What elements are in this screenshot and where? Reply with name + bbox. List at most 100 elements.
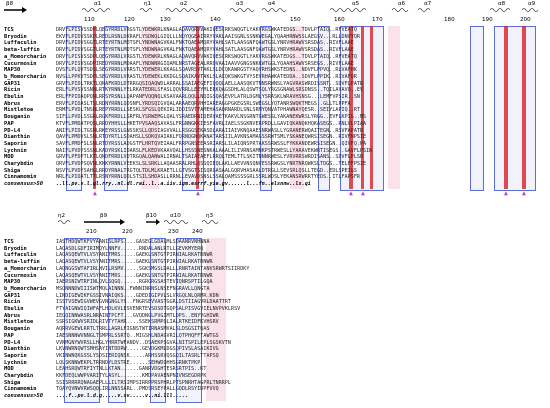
sequence-residues: VKINWNQKGSSLYSDSIERIQNSK.....ARHSSRVQSGQ…: [56, 352, 219, 359]
sequence-row: Lychnin NAIFLPVDYSSSNLKADYRSKLIDARSLFLKED…: [0, 148, 550, 155]
sequence-residues: IAESNNNWVNNGLTSMPRLSSRTQ..MIGSHLNDAGVRIL…: [56, 332, 219, 339]
sequence-row: PAP IAESNNNWVNNGLTSMPRLSSRTQ..MIGSHLNDAGV…: [0, 333, 550, 340]
sequence-row: Ricin ERLFLPVSVSSNNLRTKYRNNLYELRKATEDRLSF…: [0, 87, 550, 94]
sequence-row: Cinnamomin TQAYQVNWVRWSQQLIRLNNSSARL..PMD…: [0, 386, 550, 393]
ss-label-alpha10: α10: [170, 213, 181, 219]
ss-label-beta9: β9: [100, 213, 108, 219]
similarity-column: [388, 26, 400, 189]
sequence-residues: LAQASQEWTVLVSYANITMRS.....GAEKLSNTGTPIRN…: [56, 259, 213, 266]
ss-label-eta2: η2: [58, 213, 66, 219]
tick-number: 230: [168, 229, 179, 235]
sequence-name: Ricin: [4, 299, 21, 306]
sequence-row: Saporin VKINWNQKGSSLYSDSIERIQNSK.....ARHS…: [0, 353, 550, 360]
sequence-name: Bryodin: [4, 245, 27, 252]
sequence-row: Cucurmosin LAQASQEWTVLVSYANITMRS.....GAEK…: [0, 273, 550, 280]
sequence-name: Shiga: [4, 379, 21, 386]
tick-number: 240: [192, 229, 203, 235]
sequence-row: PD-L4 ANIFLPIDLTGSNLRKEYRSSLGNSSKSLLQDSIA…: [0, 128, 550, 135]
sequence-row: TCS IASTHDQWTKFVYAANISLRPS....GASEGLGDALM…: [0, 239, 550, 246]
active-site-marker: ▲: [504, 189, 508, 197]
sequence-residues: LQLSKNNWEKPLTRRNDYLDSTRE......SEHWDQHHSG…: [56, 359, 201, 366]
sequence-row: PAP KTVFLPMDATPQSLRRDYHHSLLHKETPVSAAQSAVA…: [0, 121, 550, 128]
sequence-name: GAP31: [4, 80, 21, 87]
sequence-row: Luffaculin DRVFLPIDVSGGTLRTEYRTNLMDTSFLYN…: [0, 40, 550, 47]
sequence-name: PAP: [4, 120, 14, 127]
conservation-box: [108, 238, 126, 403]
sequence-residues: LAQASQEWTVLVSYANITMRS.....GAEKLSNTGTPIRN…: [56, 252, 213, 259]
tick-number: 160: [334, 17, 345, 23]
sequence-name: MAP30: [4, 279, 21, 286]
active-site-marker: ▲: [196, 189, 200, 197]
alignment-block-2: η2 β9 β10 α10 η3 210 220 230 240 TCS IAST…: [0, 212, 550, 408]
sequence-name: Ebulin: [4, 306, 24, 312]
ss-label-eta3: η3: [206, 213, 214, 219]
sequence-row: b_Momorcharin MSQNNNDWIIISWTMQLAINNN..FWN…: [0, 286, 550, 293]
sequence-row: Bryodin EKVFLPIDVSSKPLREDLRSNLDKRAFLYSDWQ…: [0, 34, 550, 41]
sequence-name: a_Momorcharin: [4, 53, 47, 60]
sequence-name: b_Momorcharin: [4, 285, 47, 292]
sequence-residues: GRVFLPFDPTLKTLQNDFRRDLVDTRGQALQANWALIRNA…: [56, 154, 364, 161]
ss-label-alpha9: α9: [528, 1, 536, 7]
ss-label-alpha1: α1: [94, 1, 102, 7]
conservation-box: [260, 26, 272, 191]
sequence-residues: ERLFLPVSVSSNNLRTKYRNNLYELRKATEDRLSFASLQQ…: [56, 87, 364, 94]
sequence-residues: SSRSIGKWVSRIDLRIVTYTAHR....SSEKSRMPQLIAL…: [56, 319, 219, 326]
sequence-name: Abrus: [4, 312, 21, 319]
sequence-residues: GRVFLPIDLTRKTLQNAFKRDLDTRRGQSIQAQWDLARRA…: [56, 80, 364, 87]
sequence-residues: ERVFLPIDASLTSLRDNYRRNLQDSNFLYRDSQIGVQALA…: [56, 100, 351, 107]
sequence-residues: DRVFLPIDVSGGTLRTEYRTNLMDTSFLYNDWNAGVKALF…: [56, 47, 354, 54]
sequence-row: Abrus IEGQINNWASRLNRAINTPCFT...GVQDNGLPVG…: [0, 313, 550, 320]
sequence-row: beta-luffin LAQASQEWTVLVSYANITMRS.....GAE…: [0, 259, 550, 266]
sequence-residues: SIFLLPVDLSSGRLRGKFRRDLLSRFRLYSRWEMGLQALY…: [56, 114, 367, 121]
alignment-block-1: β8 α1 η1 α2 α3 α4 α5 α6 α7 α8 α9 110 120…: [0, 0, 550, 200]
sequence-row: Saporin SAVFLPMDFSLSNLRTDYRSSLADGSTFLHRTQ…: [0, 141, 550, 148]
conserved-column: [504, 26, 508, 189]
conserved-column: [522, 26, 526, 189]
tick-number: 110: [84, 17, 95, 23]
consensus-label: consensus>50: [4, 181, 43, 188]
consensus-sequence: ..ll.pv.v.l.ql.rry..nl.dl.rai..l..a.iiv.…: [56, 181, 311, 188]
sequence-row: GAP31 LINDIGEWIKFGSSIVNAIQKS....GDEDIGIPV…: [0, 293, 550, 300]
sequence-residues: ERMFLPVDLTNSNLREPYRRDLLSESKLSFGSLQEKIRLI…: [56, 107, 360, 114]
sequence-row: MOD GRVFLPFDPTLKTLQNDFRRDLVDTRGQALQANWALI…: [0, 154, 550, 161]
sequence-residues: LAQASQEWTVLVSYANITMRS.....GAEKLSNTGTPIRN…: [56, 272, 213, 279]
sequence-residues: EKVFLPIDVSSKPLREDLRSNLDKRAFLYSDWQLGIQLLL…: [56, 33, 360, 40]
tick-number: 170: [372, 17, 383, 23]
tick-number: 150: [290, 17, 301, 23]
sequence-name: MOD: [4, 154, 14, 161]
ss-label-alpha5: α5: [352, 1, 360, 7]
sequence-residues: IASTHDQWTKFVYAANISLRPS....GASEGLGDALMLSD…: [56, 239, 210, 245]
tick-number: 210: [86, 229, 97, 235]
sequence-name: Charybdin: [4, 161, 34, 167]
sequence-name: a_Momorcharin: [4, 265, 47, 272]
similarity-column: [290, 26, 304, 189]
consensus-sequence: ....f..pv.l.d.q.....v.sv.....v..ni.lll..…: [56, 393, 189, 400]
sequence-residues: KTVFLPMDATPQSLRRDYHHSLLHKETPVSAAQSAVASLF…: [56, 120, 367, 127]
sequence-row: Mistletoe SSRSIGKWVSRIDLRIVTYTAHR....SSEK…: [0, 319, 550, 326]
conservation-box: [64, 238, 100, 403]
conservation-box: [66, 26, 82, 191]
sequence-residues: NSVYLPVDYSAHGLRRDYRNALTRGTQLTDLMLKRAETLL…: [56, 167, 357, 174]
sequence-residues: LKVNWRNQWTSMHSAYINTDDRW.....GEVDGKMLDGSQ…: [56, 346, 219, 353]
ss-label-alpha7: α7: [424, 1, 432, 7]
sequence-row: beta-luffin DRVFLPIDVSGGTLRTEYRTNLMDTSFLY…: [0, 47, 550, 54]
active-site-marker: ▲: [522, 189, 526, 197]
ss-label-beta8: β8: [6, 1, 14, 7]
sequence-row: Bryodin LAQASDLGDFIRIMQYLNNFV......RNDALA…: [0, 246, 550, 253]
sequence-name: Ebulin: [4, 94, 24, 100]
sequence-row: Mistletoe ERMFLPVDLTNSNLREPYRRDLLSESKLSFG…: [0, 107, 550, 114]
sequence-name: Charybdin: [4, 373, 34, 379]
sequence-name: Saporin: [4, 352, 27, 359]
ss-label-eta1: η1: [144, 1, 152, 7]
conservation-box: [214, 26, 224, 191]
sequence-name: Cucurmosin: [4, 272, 37, 279]
active-site-marker: ▲: [349, 189, 353, 197]
sequence-residues: AQRRVGEWLRRTLTRRLLAGRLFIGNSTWTIRNASMVALS…: [56, 326, 210, 333]
sequence-name: Cucurmosin: [4, 60, 37, 67]
sequence-row: Cinnamomin NRLFLPIDATLTTLRSNYRRNLQDLSTSIL…: [0, 174, 550, 181]
sequence-residues: ANIFLPIDLTGSNLRKEYRSSLGNSSKSLLQDSIAGVVAL…: [56, 127, 364, 134]
sequence-name: Mistletoe: [4, 107, 34, 114]
secondary-structure-ruler-2: η2 β9 β10 α10 η3 210 220 230 240: [0, 212, 550, 238]
sequence-name: Luffaculin: [4, 252, 37, 259]
sequence-row: Shiga SSISRRRRQNAGAEPLLLILTRSIMPSIRRPPRSP…: [0, 380, 550, 387]
